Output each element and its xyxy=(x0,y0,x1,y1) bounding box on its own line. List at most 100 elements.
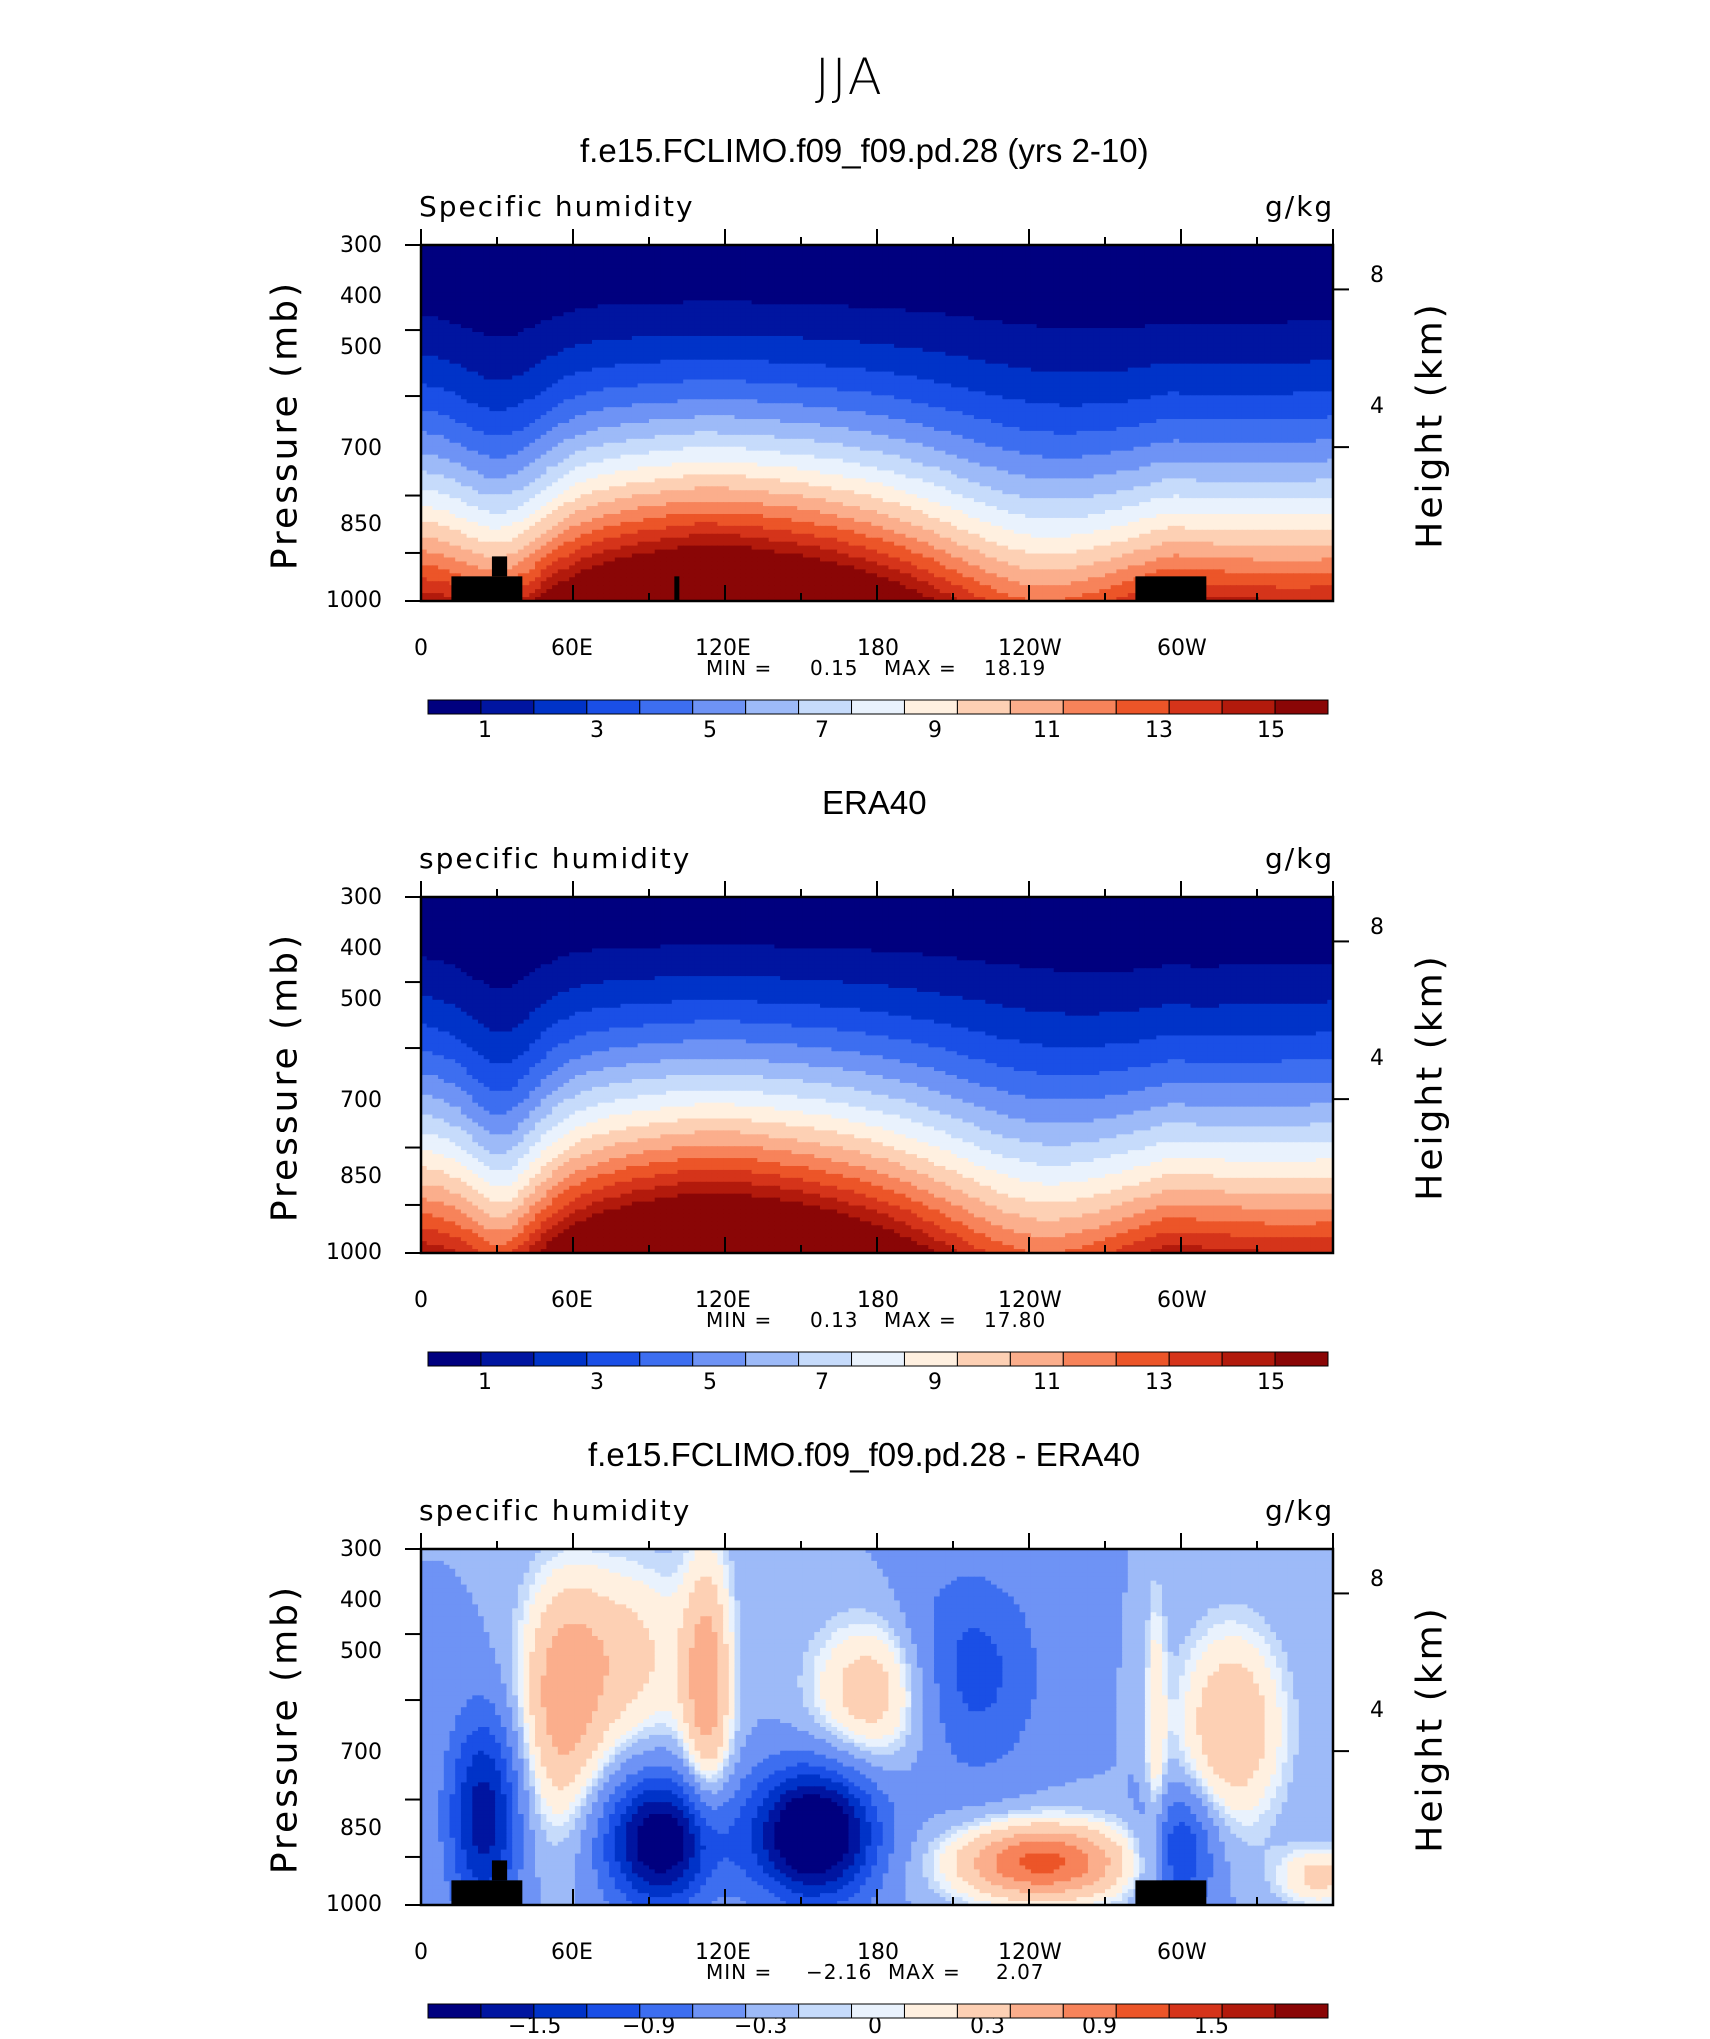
contour-cell xyxy=(1230,312,1236,317)
contour-cell xyxy=(706,289,712,294)
contour-cell xyxy=(1077,316,1083,321)
contour-cell xyxy=(780,273,786,278)
contour-cell xyxy=(581,328,587,333)
contour-cell xyxy=(1253,249,1259,254)
contour-cell xyxy=(643,273,649,278)
contour-cell xyxy=(752,292,758,297)
contour-cell xyxy=(1305,277,1311,282)
contour-cell xyxy=(1242,269,1248,274)
contour-cell xyxy=(1031,332,1037,337)
contour-cell xyxy=(1225,265,1231,270)
contour-cell xyxy=(871,257,877,262)
contour-cell xyxy=(1293,257,1299,262)
contour-cell xyxy=(678,324,684,329)
contour-cell xyxy=(906,324,912,329)
contour-cell xyxy=(575,336,581,341)
contour-cell xyxy=(598,289,604,294)
contour-cell xyxy=(866,340,872,345)
contour-cell xyxy=(968,320,974,325)
contour-cell xyxy=(438,273,444,278)
contour-cell xyxy=(888,304,894,309)
contour-cell xyxy=(489,289,495,294)
contour-cell xyxy=(985,281,991,286)
contour-cell xyxy=(1270,312,1276,317)
contour-cell xyxy=(866,328,872,333)
contour-cell xyxy=(478,340,484,345)
contour-cell xyxy=(980,328,986,333)
contour-cell xyxy=(1002,257,1008,262)
contour-cell xyxy=(586,304,592,309)
contour-cell xyxy=(666,316,672,321)
contour-cell xyxy=(1202,312,1208,317)
contour-cell xyxy=(467,320,473,325)
contour-cell xyxy=(638,300,644,305)
contour-cell xyxy=(1048,300,1054,305)
contour-cell xyxy=(1293,269,1299,274)
contour-cell xyxy=(1316,285,1322,290)
contour-cell xyxy=(1276,249,1282,254)
contour-cell xyxy=(1116,277,1122,282)
contour-cell xyxy=(512,277,518,282)
contour-cell xyxy=(934,281,940,286)
contour-cell xyxy=(797,261,803,266)
contour-cell xyxy=(1213,281,1219,286)
contour-cell xyxy=(900,308,906,313)
contour-cell xyxy=(803,281,809,286)
contour-cell xyxy=(529,285,535,290)
contour-cell xyxy=(1020,253,1026,258)
contour-cell xyxy=(997,273,1003,278)
contour-cell xyxy=(1065,249,1071,254)
contour-cell xyxy=(826,289,832,294)
contour-cell xyxy=(626,285,632,290)
contour-cell xyxy=(1208,261,1214,266)
contour-cell xyxy=(940,281,946,286)
contour-cell xyxy=(1270,285,1276,290)
contour-cell xyxy=(1156,336,1162,341)
contour-cell xyxy=(524,277,530,282)
contour-cell xyxy=(689,261,695,266)
contour-cell xyxy=(849,269,855,274)
contour-cell xyxy=(843,257,849,262)
contour-cell xyxy=(1287,285,1293,290)
contour-cell xyxy=(638,336,644,341)
contour-cell xyxy=(1065,336,1071,341)
contour-cell xyxy=(1253,269,1259,274)
contour-cell xyxy=(1077,308,1083,313)
contour-cell xyxy=(1139,304,1145,309)
contour-cell xyxy=(1105,261,1111,266)
contour-cell xyxy=(974,249,980,254)
contour-cell xyxy=(1299,332,1305,337)
contour-cell xyxy=(883,340,889,345)
contour-cell xyxy=(883,253,889,258)
contour-cell xyxy=(843,261,849,266)
contour-cell xyxy=(478,336,484,341)
contour-cell xyxy=(792,249,798,254)
contour-cell xyxy=(923,320,929,325)
contour-cell xyxy=(1322,336,1328,341)
contour-cell xyxy=(1196,285,1202,290)
contour-cell xyxy=(826,296,832,301)
contour-cell xyxy=(928,285,934,290)
contour-cell xyxy=(444,253,450,258)
contour-cell xyxy=(757,265,763,270)
contour-cell xyxy=(1037,281,1043,286)
contour-cell xyxy=(837,336,843,341)
contour-cell xyxy=(1031,336,1037,341)
contour-cell xyxy=(735,324,741,329)
contour-cell xyxy=(1208,277,1214,282)
contour-cell xyxy=(495,253,501,258)
contour-cell xyxy=(564,273,570,278)
contour-cell xyxy=(1099,253,1105,258)
contour-cell xyxy=(769,304,775,309)
contour-cell xyxy=(854,300,860,305)
contour-cell xyxy=(1139,249,1145,254)
contour-cell xyxy=(1282,265,1288,270)
contour-cell xyxy=(883,320,889,325)
contour-cell xyxy=(717,300,723,305)
contour-cell xyxy=(541,308,547,313)
contour-cell xyxy=(945,269,951,274)
contour-cell xyxy=(695,292,701,297)
contour-cell xyxy=(1145,336,1151,341)
contour-cell xyxy=(860,265,866,270)
contour-cell xyxy=(615,340,621,345)
